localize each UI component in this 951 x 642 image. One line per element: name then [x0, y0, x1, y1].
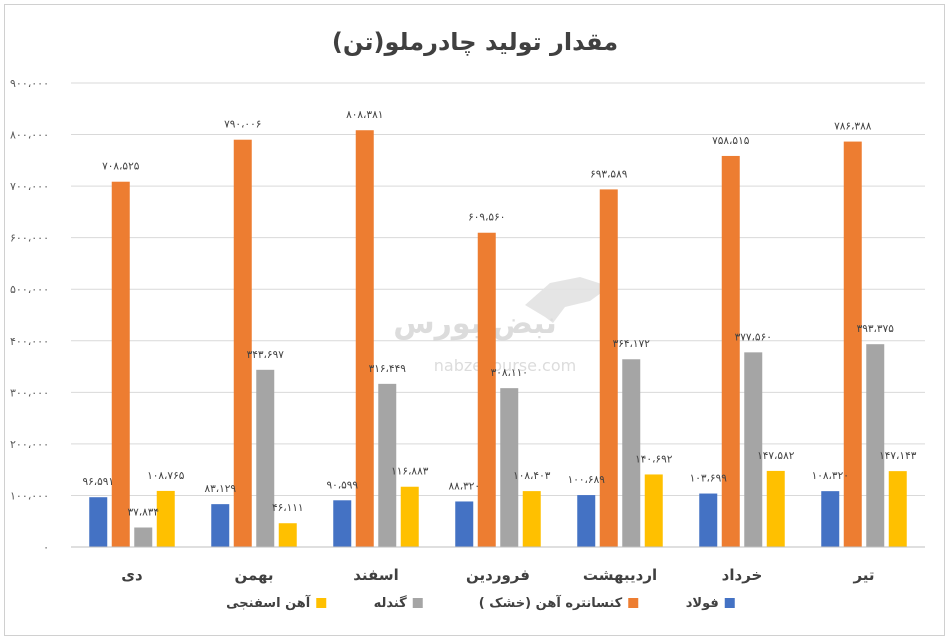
x-tick-label: بهمن: [234, 566, 273, 584]
bar-3-2: [256, 369, 275, 547]
bar-3-6: [744, 352, 763, 547]
y-tick-label: ۷۰۰،۰۰۰: [10, 180, 49, 193]
legend-label: کنسانتره آهن (خشک ): [479, 594, 623, 611]
data-label: ۱۰۸،۴۰۳: [513, 470, 551, 482]
watermark-url: nabzebourse.com: [434, 356, 576, 375]
y-tick-label: ۰: [43, 541, 49, 554]
data-label: ۳۷،۸۳۴: [127, 506, 159, 518]
legend-label: آهن اسفنجی: [226, 594, 311, 611]
data-label: ۶۹۳،۵۸۹: [590, 168, 628, 180]
y-tick-label: ۱۰۰،۰۰۰: [10, 489, 49, 502]
bar-1-1: [89, 497, 108, 547]
bar-2-7: [843, 141, 862, 547]
watermark-bull-icon: [525, 277, 617, 323]
bar-1-7: [821, 491, 840, 547]
y-tick-label: ۲۰۰،۰۰۰: [10, 438, 49, 451]
data-label: ۱۰۸،۷۶۵: [147, 470, 185, 482]
legend-swatch: [316, 598, 327, 608]
y-tick-label: ۵۰۰،۰۰۰: [10, 283, 49, 296]
bar-1-4: [455, 501, 474, 547]
x-tick-label: اردیبهشت: [583, 566, 657, 584]
data-label: ۱۴۰،۶۹۲: [635, 453, 673, 465]
data-label: ۷۹۰،۰۰۶: [224, 119, 261, 131]
bar-2-3: [355, 130, 374, 547]
bar-1-6: [699, 493, 718, 547]
data-label: ۳۶۴،۱۷۲: [613, 338, 651, 350]
legend-swatch: [724, 598, 735, 608]
data-label: ۹۰،۵۹۹: [326, 479, 358, 491]
data-label: ۱۰۸،۳۲۰: [812, 470, 849, 482]
data-label: ۳۴۳،۶۹۷: [247, 349, 285, 361]
bar-4-1: [156, 490, 175, 547]
x-axis: دی بهمن اسفند فروردین اردیبهشت خرداد تیر: [71, 546, 925, 584]
data-label: ۴۶،۱۱۱: [272, 502, 304, 514]
x-tick-label: اسفند: [353, 566, 398, 584]
chart-frame: نبض بورس nabzebourse.com ۹۶،۵۹۱ ۷۰۸،۵۲۵ ۳۷…: [4, 4, 945, 636]
chart-canvas: نبض بورس nabzebourse.com ۹۶،۵۹۱ ۷۰۸،۵۲۵ ۳۷…: [10, 28, 925, 611]
bar-4-7: [888, 471, 907, 547]
y-axis: ۰ ۱۰۰،۰۰۰ ۲۰۰،۰۰۰ ۳۰۰،۰۰۰ ۴۰۰،۰۰۰ ۵۰۰،۰۰۰ ۶۰۰،…: [10, 77, 49, 554]
bar-2-2: [233, 139, 252, 548]
bar-2-4: [477, 232, 496, 547]
data-label: ۷۵۸،۵۱۵: [712, 135, 750, 147]
x-tick-label: فروردین: [466, 566, 530, 584]
data-label: ۱۰۳،۶۹۹: [690, 473, 728, 485]
x-tick-label: دی: [121, 566, 143, 584]
chart-title: مقدار تولید چادرملو(تن): [332, 28, 618, 56]
data-label: ۱۱۶،۸۸۳: [391, 466, 429, 478]
bar-3-5: [622, 359, 641, 547]
y-tick-label: ۹۰۰،۰۰۰: [10, 77, 49, 90]
bars-layer: [89, 130, 907, 548]
bar-4-4: [522, 491, 541, 547]
data-label: ۳۹۳،۳۷۵: [857, 323, 895, 335]
bar-1-3: [333, 500, 352, 547]
bar-3-3: [378, 383, 397, 547]
bar-1-2: [211, 504, 230, 547]
bar-4-2: [278, 523, 297, 547]
data-label: ۳۱۶،۴۴۹: [369, 363, 407, 375]
bar-4-3: [400, 486, 419, 547]
data-label: ۸۳،۱۲۹: [204, 483, 236, 495]
watermark: نبض بورس nabzebourse.com: [393, 277, 617, 375]
x-tick-label: تیر: [852, 566, 874, 584]
data-label: ۸۰۸،۳۸۱: [346, 109, 383, 121]
bar-2-1: [111, 181, 130, 547]
legend-label: گندله: [374, 595, 408, 611]
data-label: ۱۰۰،۶۸۹: [568, 474, 606, 486]
bar-4-5: [644, 474, 663, 547]
y-tick-label: ۸۰۰،۰۰۰: [10, 129, 49, 142]
bar-2-6: [721, 155, 740, 548]
data-label: ۹۶،۵۹۱: [82, 476, 114, 488]
bar-3-4: [500, 388, 519, 547]
bar-1-5: [577, 495, 596, 547]
bar-2-5: [599, 189, 618, 548]
bar-4-6: [766, 470, 785, 547]
legend-label: فولاد: [686, 596, 719, 611]
data-label: ۳۰۸،۱۱۰: [491, 367, 528, 379]
grid-layer: [71, 82, 925, 548]
y-tick-label: ۴۰۰،۰۰۰: [10, 335, 49, 348]
data-label: ۱۴۷،۵۸۲: [757, 450, 795, 462]
data-labels-layer: ۹۶،۵۹۱ ۷۰۸،۵۲۵ ۳۷،۸۳۴ ۱۰۸،۷۶۵ ۸۳،۱۲۹ ۷۹۰،۰۰۶ ۳…: [82, 109, 916, 518]
legend-swatch: [412, 598, 423, 608]
data-label: ۶۰۹،۵۶۰: [468, 212, 505, 224]
bar-3-1: [134, 527, 153, 547]
watermark-brand: نبض بورس: [393, 306, 557, 341]
x-tick-label: خرداد: [722, 566, 763, 584]
y-tick-label: ۳۰۰،۰۰۰: [10, 386, 49, 399]
legend-swatch: [628, 598, 639, 608]
bar-3-7: [866, 344, 885, 547]
data-label: ۱۴۷،۱۴۳: [879, 450, 917, 462]
data-label: ۳۷۷،۵۶۰: [735, 331, 772, 343]
data-label: ۷۰۸،۵۲۵: [102, 161, 140, 173]
data-label: ۸۸،۳۲۰: [448, 480, 480, 492]
y-tick-label: ۶۰۰،۰۰۰: [10, 232, 49, 245]
data-label: ۷۸۶،۳۸۸: [834, 121, 872, 133]
legend: فولاد کنسانتره آهن (خشک ) گندله آهن اسفنجی: [226, 594, 735, 611]
